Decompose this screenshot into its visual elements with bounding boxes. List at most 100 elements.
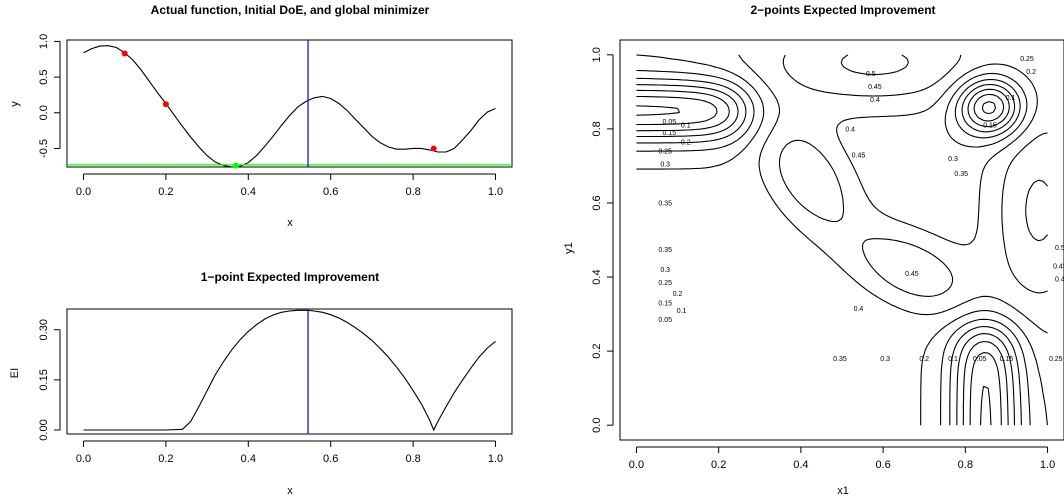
contour-y-tick-label: 0.6: [591, 195, 603, 210]
function-plot-ylabel: y: [9, 101, 21, 107]
contour-level-label: 0.5: [1055, 245, 1064, 252]
ei-y-tick-label: 0.00: [38, 419, 50, 440]
function-x-tick-label: 0.2: [158, 186, 173, 198]
contour-level-label: 0.3: [660, 162, 670, 169]
contour-y-tick-label: 0.0: [591, 418, 603, 433]
ei-plot-xlabel: x: [287, 485, 293, 497]
contour-level-label: 0.35: [954, 171, 968, 178]
contour-level-label: 0.3: [660, 267, 670, 274]
contour-level-label: 0.25: [658, 280, 672, 287]
contour-line: [636, 77, 1022, 426]
contour-y-tick-label: 1.0: [591, 47, 603, 62]
function-plot-xlabel: x: [287, 217, 293, 229]
function-plot-panel: Actual function, Initial DoE, and global…: [9, 3, 513, 229]
contour-line: [636, 84, 1016, 426]
ei-x-tick-label: 0.2: [158, 453, 173, 465]
ei-y-tick-label: 0.15: [38, 369, 50, 390]
contour-line: [636, 69, 1031, 426]
contour-level-label: 0.45: [1053, 263, 1064, 270]
contour-level-label: 0.15: [983, 123, 997, 130]
function-curve: [83, 45, 496, 167]
contour-level-label: 0.15: [663, 130, 677, 137]
contour-line: [636, 89, 1009, 426]
function-data-point: [232, 162, 239, 169]
function-y-tick-label: 0.5: [38, 69, 50, 84]
contour-line: [738, 54, 1048, 334]
contour-level-label: 0.2: [1026, 69, 1036, 76]
function-data-point: [162, 101, 169, 108]
contour-y-tick-label: 0.4: [591, 269, 603, 284]
contour-line: [840, 54, 1049, 242]
contour-level-label: 0.35: [658, 247, 672, 254]
contour-plot-title: 2−points Expected Improvement: [750, 3, 935, 17]
contour-level-label: 0.25: [1049, 356, 1063, 363]
contour-level-label: 0.3: [880, 356, 890, 363]
contour-x-tick-label: 0.2: [711, 459, 726, 471]
ei-plot-ylabel: EI: [9, 368, 21, 378]
contour-level-label: 0.4: [870, 97, 880, 104]
contour-level-label: 0.25: [658, 149, 672, 156]
ei-x-tick-label: 0.6: [323, 453, 338, 465]
function-plot-title: Actual function, Initial DoE, and global…: [151, 3, 430, 17]
contour-level-label: 0.05: [658, 317, 672, 324]
contour-level-label: 0.4: [845, 126, 855, 133]
contour-line: [778, 54, 1048, 297]
contour-line: [636, 95, 1002, 426]
contour-level-label: 0.45: [868, 84, 882, 91]
function-y-tick-label: 1.0: [38, 34, 50, 49]
contour-level-label: 0.5: [866, 71, 876, 78]
contour-level-label: 0.1: [677, 308, 687, 315]
contour-level-label: 0.3: [948, 156, 958, 163]
contour-plot-frame: [619, 39, 1064, 441]
contour-level-label: 0.15: [658, 300, 672, 307]
contour-y-tick-label: 0.8: [591, 121, 603, 136]
contour-level-label: 0.1: [681, 123, 691, 130]
contour-level-label: 0.1: [948, 356, 958, 363]
contour-x-tick-label: 0.8: [958, 459, 973, 471]
contour-level-label: 0.35: [658, 200, 672, 207]
ei-plot-panel: 1−point Expected Improvement x EI 0.0 0.2…: [9, 270, 513, 497]
function-x-tick-label: 0.6: [323, 186, 338, 198]
contour-x-tick-label: 1.0: [1040, 459, 1055, 471]
function-x-tick-label: 0.4: [241, 186, 256, 198]
contour-plot-ylabel: y1: [563, 242, 575, 254]
ei-plot-frame: [66, 308, 513, 435]
ei-x-tick-label: 0.8: [405, 453, 420, 465]
contour-level-label: 0.35: [833, 356, 847, 363]
contour-plot-xlabel: x1: [837, 485, 849, 497]
contour-line: [636, 54, 1048, 426]
contour-x-tick-label: 0.4: [793, 459, 808, 471]
function-x-tick-label: 0.8: [405, 186, 420, 198]
ei-curve: [83, 309, 496, 432]
ei-plot-title: 1−point Expected Improvement: [201, 270, 379, 284]
function-y-tick-label: 0.0: [38, 105, 50, 120]
function-y-tick-label: -0.5: [38, 139, 50, 158]
contour-line: [636, 105, 992, 426]
ei-y-tick-label: 0.30: [38, 319, 50, 340]
contour-level-label: 0.05: [663, 119, 677, 126]
contour-level-label: 0.15: [1000, 356, 1014, 363]
contour-level-label: 0.4: [854, 306, 864, 313]
function-data-point: [430, 145, 437, 152]
contour-level-label: 0.2: [673, 291, 683, 298]
contour-level-label: 0.45: [905, 271, 919, 278]
contour-level-label: 0.2: [919, 356, 929, 363]
contour-plot-panel: 2−points Expected Improvement x1 y1 0.0 0…: [563, 3, 1064, 497]
function-plot-frame: [66, 39, 513, 168]
ei-x-tick-label: 1.0: [488, 453, 503, 465]
ei-x-tick-label: 0.0: [76, 453, 91, 465]
function-x-tick-label: 0.0: [76, 186, 91, 198]
contour-level-label: 0.4: [1055, 276, 1064, 283]
contour-level-label: 0.2: [681, 139, 691, 146]
function-x-tick-label: 1.0: [488, 186, 503, 198]
contour-level-label: 0.25: [1020, 56, 1034, 63]
contour-level-label: 0.45: [852, 152, 866, 159]
contour-x-tick-label: 0.6: [875, 459, 890, 471]
function-data-point: [121, 50, 128, 57]
contour-x-tick-label: 0.0: [629, 459, 644, 471]
ei-x-tick-label: 0.4: [241, 453, 256, 465]
contour-level-label: 0.05: [973, 356, 987, 363]
contour-y-tick-label: 0.2: [591, 343, 603, 358]
contour-level-label: 0.1: [1006, 95, 1016, 102]
